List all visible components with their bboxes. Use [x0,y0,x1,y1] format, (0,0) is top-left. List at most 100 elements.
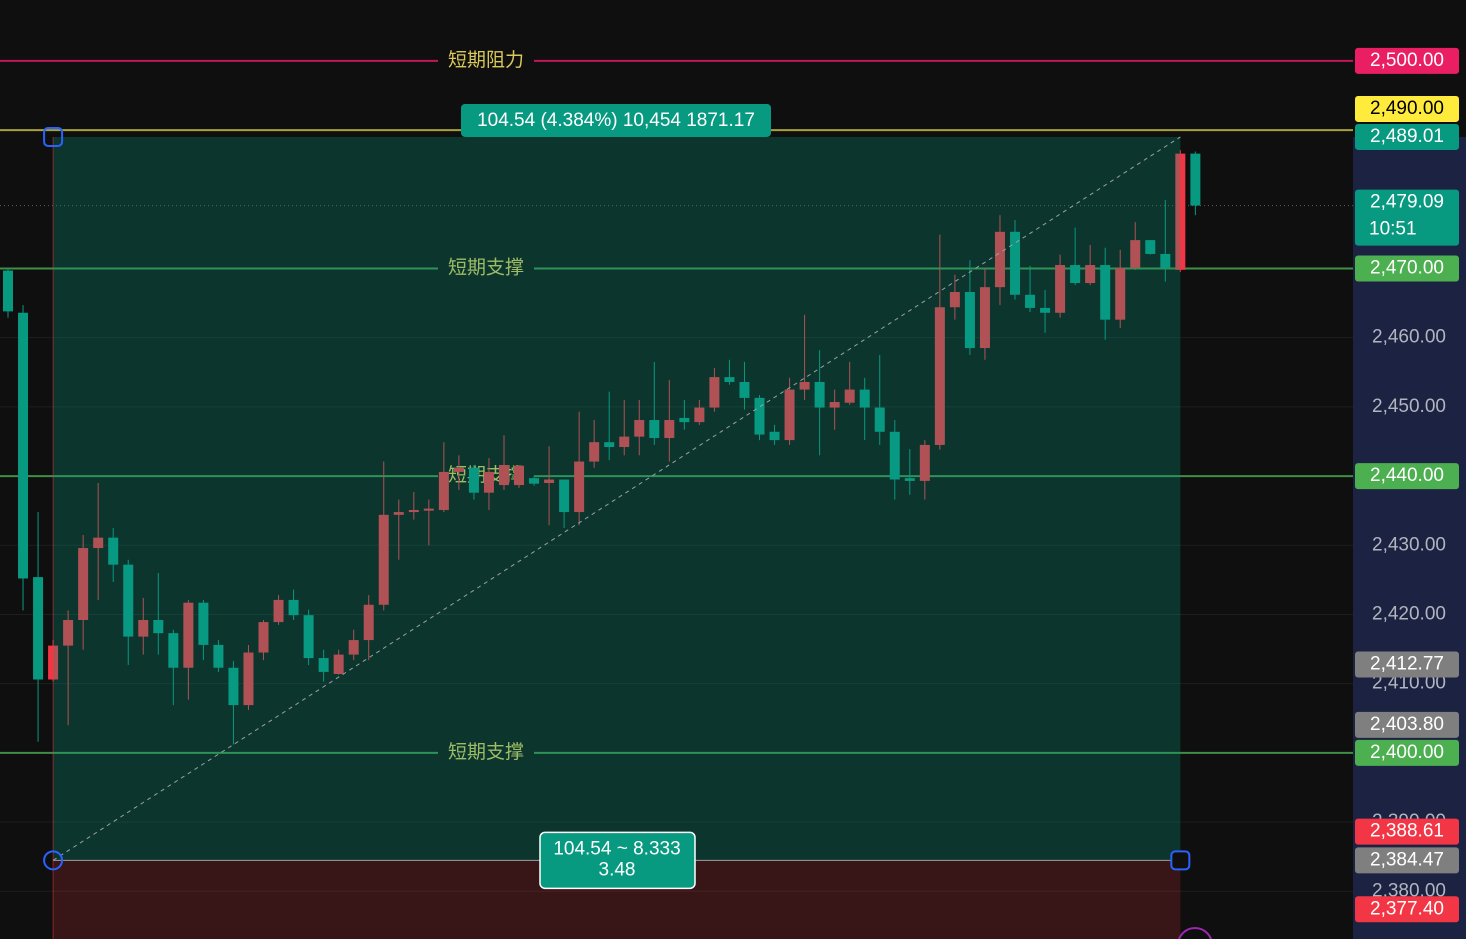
candle-body [363,604,374,641]
price-badge [1355,896,1459,923]
candle-body [514,465,525,486]
candle-body [679,417,690,423]
candle-body [544,479,555,483]
candle-body [123,564,134,637]
candle-body [889,431,900,480]
candle-body [559,479,570,513]
candle-body [228,667,239,706]
measure-label: 104.54 (4.384%) 10,454 1871.17 [477,110,755,131]
candle-body [483,471,494,493]
y-tick-label: 2,450.00 [1372,396,1446,417]
candle-body [1070,265,1081,284]
candle-body [108,537,119,565]
candle-body [724,377,735,382]
price-badge-label: 2,440.00 [1370,465,1444,486]
handle [43,850,64,871]
price-badge [1355,711,1459,738]
price-badge [1355,739,1459,766]
candle-body [829,402,840,408]
candle-body [198,602,209,645]
candle-body [574,461,585,513]
handle [43,126,64,147]
countdown: 10:51 [1369,219,1417,240]
candle-body [589,442,600,462]
candle-body [183,602,194,668]
candle-body [393,512,404,515]
candle-body [1085,265,1096,284]
candle-body [934,307,945,445]
candle-body [784,389,795,441]
candle-body [739,381,750,398]
price-badge [1355,95,1459,122]
candle-body [919,444,930,481]
candle-body [18,312,29,579]
price-badge-label: 2,377.40 [1370,898,1444,919]
candle-body [1160,253,1171,268]
candle-body [1010,231,1021,295]
candle-body [303,615,314,659]
level-label: 短期支撑 [448,741,524,763]
candle-body [468,467,479,493]
candle-body [1055,265,1066,313]
candle-body [649,420,660,439]
price-badge [1355,189,1459,246]
measure-stat: 3.48 [599,859,636,880]
candle-body [1190,153,1201,206]
candle-body [1115,267,1126,320]
price-badge [1355,463,1459,490]
level-label: 短期阻力 [448,49,524,71]
price-badge-label: 2,388.61 [1370,821,1444,842]
price-badge-label: 2,500.00 [1370,50,1444,71]
price-badge-label: 2,489.01 [1370,126,1444,147]
y-tick-label: 2,380.00 [1372,880,1446,901]
candle-body [348,640,359,655]
price-badge-label: 2,470.00 [1370,257,1444,278]
candle-body [423,508,434,511]
candle-body [964,292,975,349]
candle-body [408,509,419,513]
candle-body [694,407,705,423]
candle-body [138,620,149,637]
candle-body [769,431,780,441]
price-badge [1355,847,1459,874]
price-badge [1355,255,1459,282]
candle-body [453,467,464,472]
candle-body [904,478,915,481]
candle-body [1145,240,1156,254]
y-tick-label: 2,430.00 [1372,534,1446,555]
candle-body [754,397,765,435]
candle-body [1040,307,1051,313]
candle-body [634,420,645,437]
y-tick-label: 2,460.00 [1372,327,1446,348]
price-badge-label: 2,412.77 [1370,654,1444,675]
candle-body [78,548,89,621]
candle-body [93,537,104,549]
price-badge [1355,123,1459,150]
candle-body [1175,153,1186,270]
price-badge-label: 2,403.80 [1370,714,1444,735]
candle-body [63,620,74,646]
candle-body [664,420,675,439]
candle-body [619,436,630,448]
measure-label-bg [461,103,771,137]
candle-body [1025,294,1036,308]
price-badge [1355,818,1459,845]
candle-body [529,478,540,484]
target-zone [53,136,1181,861]
candle-body [378,514,389,605]
candle-body [213,644,224,668]
candle-body [243,652,254,706]
price-badge-label: 2,384.47 [1370,849,1444,870]
candle-body [1130,240,1141,268]
candle-body [844,389,855,403]
candle-body [258,622,269,653]
candle-body [3,270,13,312]
candle-body [799,381,810,390]
candle-body [1100,265,1111,320]
price-badge-label: 2,400.00 [1370,742,1444,763]
candle-body [949,292,960,308]
candle-body [979,287,990,349]
candle-body [874,407,885,432]
candle-body [994,231,1005,288]
